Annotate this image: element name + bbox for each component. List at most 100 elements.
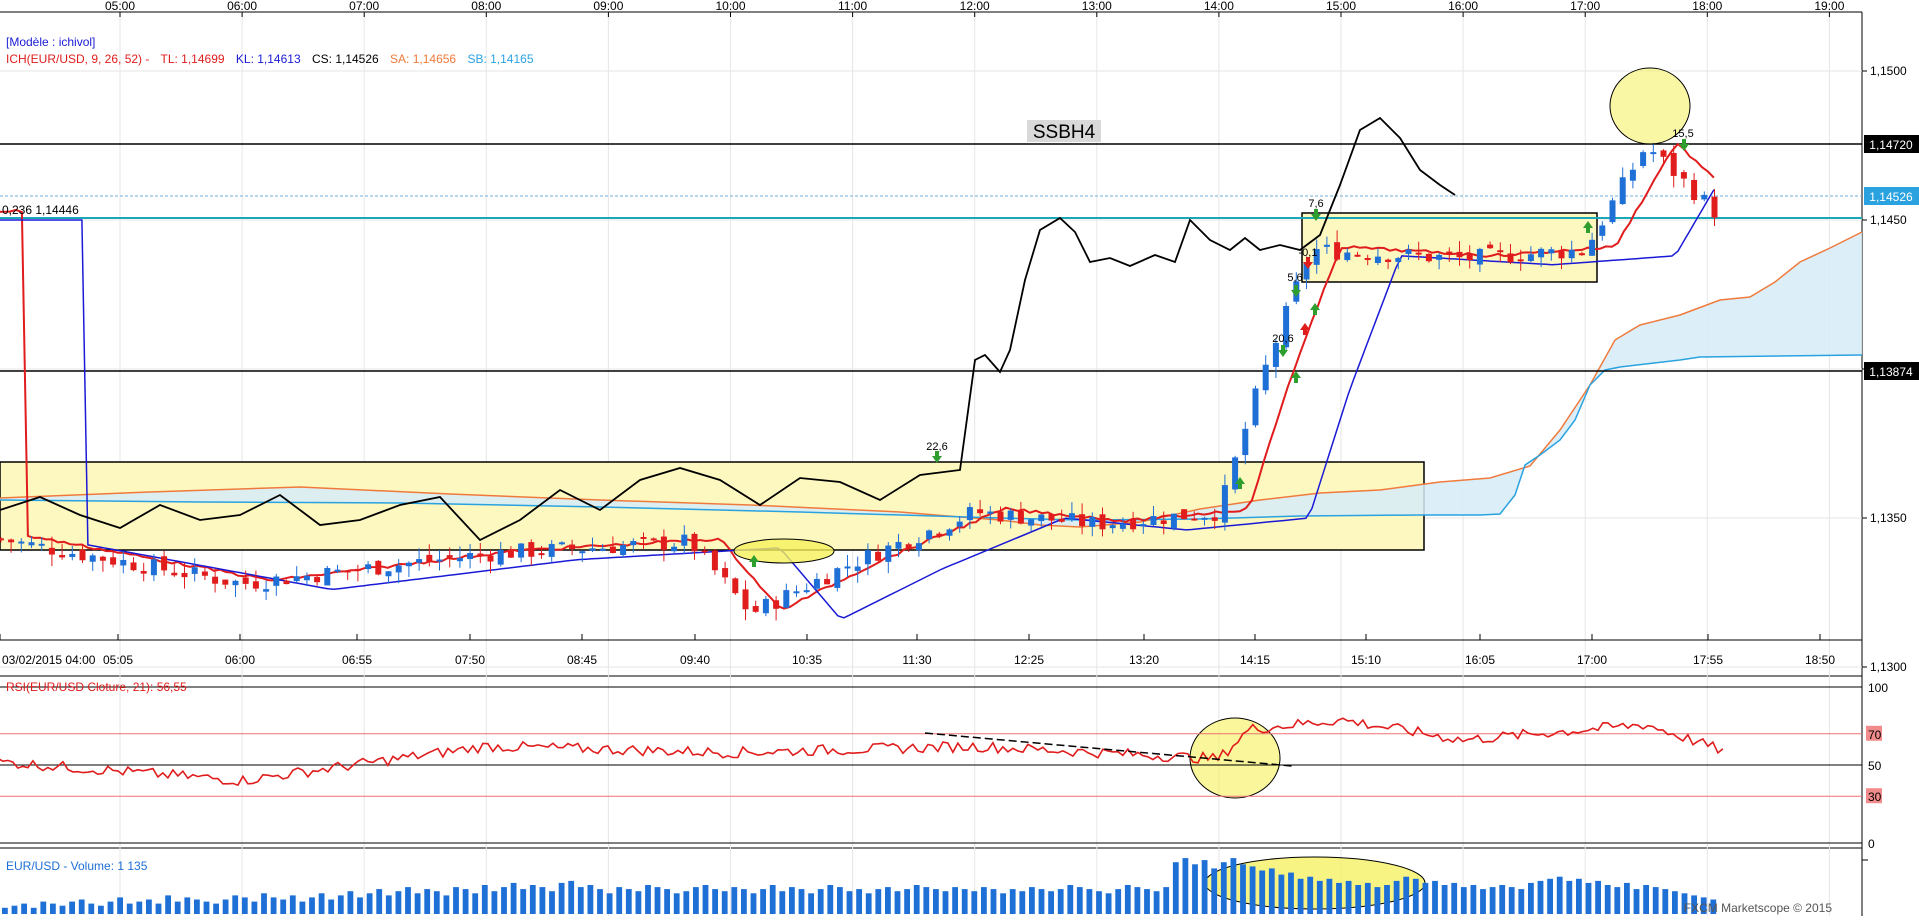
volume-bar xyxy=(88,903,95,914)
candles xyxy=(0,142,1718,621)
volume-bar xyxy=(232,895,239,914)
time-label-top: 10:00 xyxy=(715,0,745,13)
candle-body xyxy=(120,559,127,566)
candle-body xyxy=(1415,252,1422,255)
volume-bar xyxy=(1076,887,1083,914)
volume-bar xyxy=(760,889,766,914)
volume-bar xyxy=(952,887,958,914)
candle-body xyxy=(1323,244,1330,247)
volume-bar xyxy=(606,893,613,914)
candle-body xyxy=(1344,252,1351,261)
volume-bar xyxy=(1105,893,1112,914)
volume-bar xyxy=(424,889,431,914)
volume-bar xyxy=(1374,887,1381,914)
volume-bar xyxy=(1662,889,1669,914)
volume-bar xyxy=(529,885,536,914)
candle-body xyxy=(1364,258,1371,261)
volume-bar xyxy=(577,887,584,914)
volume-bar xyxy=(1288,872,1294,914)
ssbh4-label: SSBH4 xyxy=(1033,122,1096,143)
volume-bar xyxy=(808,893,814,914)
volume-bar xyxy=(1499,885,1506,914)
volume-bar xyxy=(453,887,459,914)
annotation-22-6: 22,6 xyxy=(926,441,947,453)
volume-bar xyxy=(1691,895,1697,914)
kl-value: KL: 1,14613 xyxy=(236,52,301,66)
candle-body xyxy=(1181,509,1188,520)
volume-bar xyxy=(616,887,623,914)
rsi-level-label: 0 xyxy=(1868,837,1875,851)
time-label-top: 15:00 xyxy=(1326,0,1356,13)
volume-bar xyxy=(827,885,834,914)
volume-bar xyxy=(328,899,335,914)
volume-bar xyxy=(1422,882,1429,914)
volume-bar xyxy=(597,889,603,914)
volume-bar xyxy=(702,885,709,914)
volume-bar xyxy=(501,887,507,914)
candle-body xyxy=(1629,169,1636,181)
candle-body xyxy=(334,569,341,572)
rsi-level-box xyxy=(1866,788,1882,804)
volume-bar xyxy=(1672,891,1678,914)
candle-body xyxy=(150,559,157,576)
volume-bar xyxy=(1182,858,1189,914)
signal-arrow-icon xyxy=(1291,371,1301,383)
volume-bar xyxy=(942,891,949,914)
volume-bar xyxy=(837,887,843,914)
time-axis-top: 05:00 06:00 07:00 08:00 09:00 10:00 11:00 12:00… xyxy=(105,0,1845,17)
candle-body xyxy=(834,568,841,588)
volume-bar xyxy=(1480,889,1486,914)
candle-body xyxy=(252,581,259,589)
rsi-level-label: 30 xyxy=(1868,790,1882,804)
time-label-top: 05:00 xyxy=(105,0,135,13)
volume-bar xyxy=(21,903,27,914)
candle-body xyxy=(89,555,96,562)
volume-bar xyxy=(731,887,738,914)
chikou-line xyxy=(0,116,1456,542)
candle-body xyxy=(1017,510,1024,524)
candle-body xyxy=(171,572,178,576)
candle-body xyxy=(1578,253,1585,256)
model-label: [Modèle : ichivol] xyxy=(6,35,95,49)
volume-bar xyxy=(1681,893,1688,914)
volume-bar xyxy=(1163,887,1170,914)
candle-body xyxy=(303,575,310,581)
volume-bar xyxy=(798,889,805,914)
candle-body xyxy=(456,558,463,562)
volume-bar xyxy=(971,891,978,914)
volume-bar xyxy=(1336,882,1342,914)
candle-body xyxy=(1476,248,1483,265)
candle-body xyxy=(844,566,851,569)
candle-body xyxy=(803,590,810,593)
volume-bar xyxy=(789,887,795,914)
cs-value: CS: 1,14526 xyxy=(312,52,379,66)
annotation-5-6: 5,6 xyxy=(1287,272,1302,284)
volume-bar xyxy=(817,889,824,914)
annotation-20-6: 20,6 xyxy=(1272,333,1293,345)
rsi-level-label: 70 xyxy=(1868,728,1882,742)
volume-bar xyxy=(472,893,479,914)
candle-body xyxy=(579,551,586,554)
tenkan-line xyxy=(0,142,1715,610)
candle-body xyxy=(8,539,15,543)
candle-body xyxy=(1680,172,1687,179)
signal-arrow-icon xyxy=(1278,345,1288,357)
time-label-bottom: 15:10 xyxy=(1351,653,1381,667)
candle-body xyxy=(293,576,300,582)
candle-body xyxy=(1619,177,1626,205)
candle-body xyxy=(1099,514,1106,530)
candle-body xyxy=(1568,249,1575,259)
candle-body xyxy=(1589,239,1596,256)
price-tag-current-box xyxy=(1864,187,1919,205)
highlight-volume xyxy=(1204,856,1426,910)
volume-bar xyxy=(165,895,171,914)
candle-body xyxy=(1109,525,1116,529)
candle-body xyxy=(1221,485,1228,523)
volume-bar xyxy=(1172,862,1179,914)
rsi-level-label: 100 xyxy=(1868,681,1888,695)
candle-body xyxy=(416,559,423,563)
time-label-bottom: 05:05 xyxy=(103,653,133,667)
volume-bar xyxy=(1278,874,1285,914)
time-label-bottom: 13:20 xyxy=(1129,653,1159,667)
volume-bar xyxy=(107,901,114,914)
